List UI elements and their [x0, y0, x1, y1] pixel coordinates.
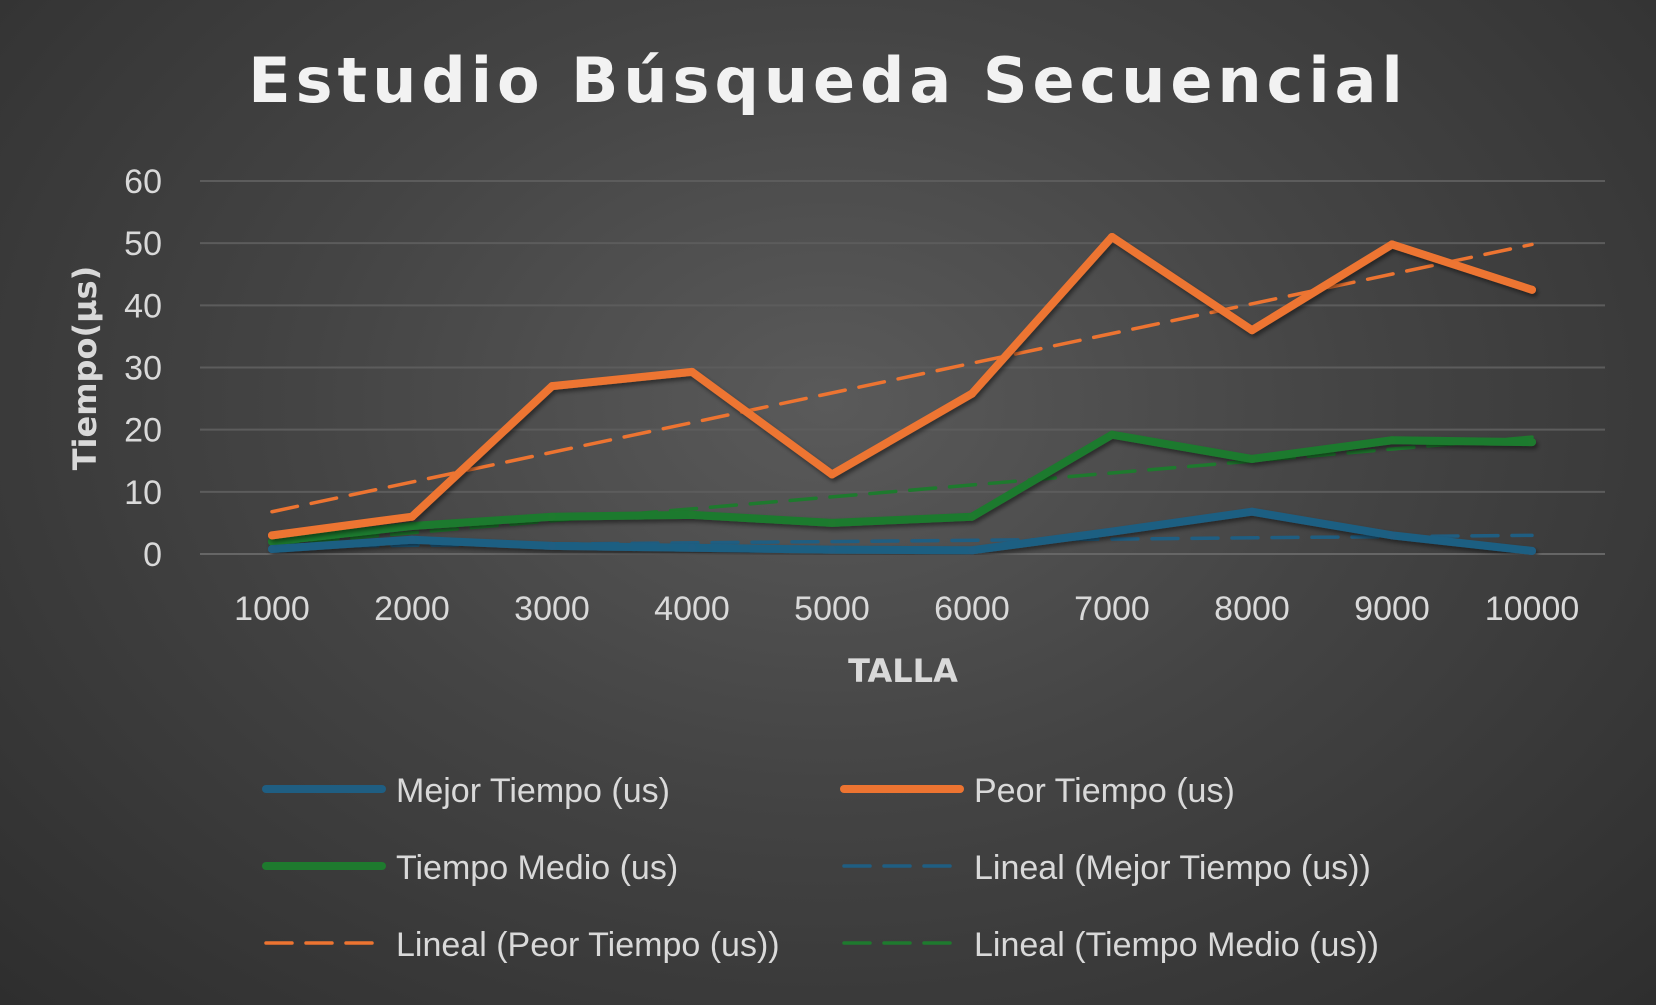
data-point — [1248, 454, 1256, 463]
y-tick-label: 60 — [124, 163, 162, 201]
data-point — [408, 535, 416, 544]
legend: Mejor Tiempo (us) Peor Tiempo (us) Tiempo … — [262, 772, 1379, 964]
x-axis-ticks: 1000 2000 3000 4000 5000 6000 7000 8000 9000 1000… — [234, 590, 1579, 628]
y-tick-label: 50 — [124, 225, 162, 263]
data-point — [408, 522, 416, 531]
legend-label: Lineal (Tiempo Medio (us)) — [974, 926, 1379, 964]
y-tick-label: 0 — [143, 536, 162, 574]
x-tick-label: 7000 — [1074, 590, 1150, 628]
x-tick-label: 3000 — [514, 590, 590, 628]
data-point — [548, 512, 556, 521]
y-tick-label: 30 — [124, 350, 162, 388]
data-point — [1388, 531, 1396, 540]
x-tick-label: 8000 — [1214, 590, 1290, 628]
data-point — [828, 545, 836, 554]
data-point — [828, 470, 836, 479]
y-tick-label: 20 — [124, 412, 162, 450]
trendline — [270, 242, 1534, 514]
data-point — [548, 382, 556, 391]
x-tick-label: 6000 — [934, 590, 1010, 628]
data-point — [1388, 240, 1396, 249]
series-line — [268, 232, 1536, 540]
data-point — [548, 541, 556, 550]
legend-label: Lineal (Peor Tiempo (us)) — [396, 926, 780, 964]
data-point — [268, 531, 276, 540]
y-tick-label: 10 — [124, 474, 162, 512]
data-point — [1528, 285, 1536, 294]
data-point — [1108, 232, 1116, 241]
series-line — [268, 430, 1536, 546]
x-axis-title: TALLA — [848, 652, 958, 690]
data-point — [1108, 430, 1116, 439]
gridlines — [200, 180, 1605, 555]
data-point — [968, 546, 976, 555]
series-line — [268, 507, 1536, 555]
y-axis-ticks: 0 10 20 30 40 50 60 — [124, 163, 162, 574]
plot-series — [268, 232, 1536, 555]
trendline — [270, 435, 1534, 547]
x-tick-label: 1000 — [234, 590, 310, 628]
chart-title: Estudio Búsqueda Secuencial — [248, 44, 1407, 117]
x-tick-label: 4000 — [654, 590, 730, 628]
legend-label: Tiempo Medio (us) — [396, 849, 678, 887]
data-point — [1528, 546, 1536, 555]
data-point — [1388, 436, 1396, 445]
data-point — [968, 512, 976, 521]
data-point — [268, 545, 276, 554]
data-point — [968, 389, 976, 398]
legend-label: Mejor Tiempo (us) — [396, 772, 670, 810]
data-point — [688, 367, 696, 376]
x-tick-label: 5000 — [794, 590, 870, 628]
x-tick-label: 10000 — [1485, 590, 1580, 628]
data-point — [828, 518, 836, 527]
data-point — [1108, 527, 1116, 536]
y-axis-title: Tiempo(µs) — [66, 266, 104, 471]
x-tick-label: 9000 — [1354, 590, 1430, 628]
data-point — [1528, 438, 1536, 447]
data-point — [688, 510, 696, 519]
data-point — [688, 543, 696, 552]
data-point — [1248, 507, 1256, 516]
y-tick-label: 40 — [124, 287, 162, 325]
legend-label: Peor Tiempo (us) — [974, 772, 1235, 810]
x-tick-label: 2000 — [374, 590, 450, 628]
data-point — [408, 512, 416, 521]
data-point — [268, 537, 276, 546]
legend-label: Lineal (Mejor Tiempo (us)) — [974, 849, 1371, 887]
data-point — [1248, 326, 1256, 335]
